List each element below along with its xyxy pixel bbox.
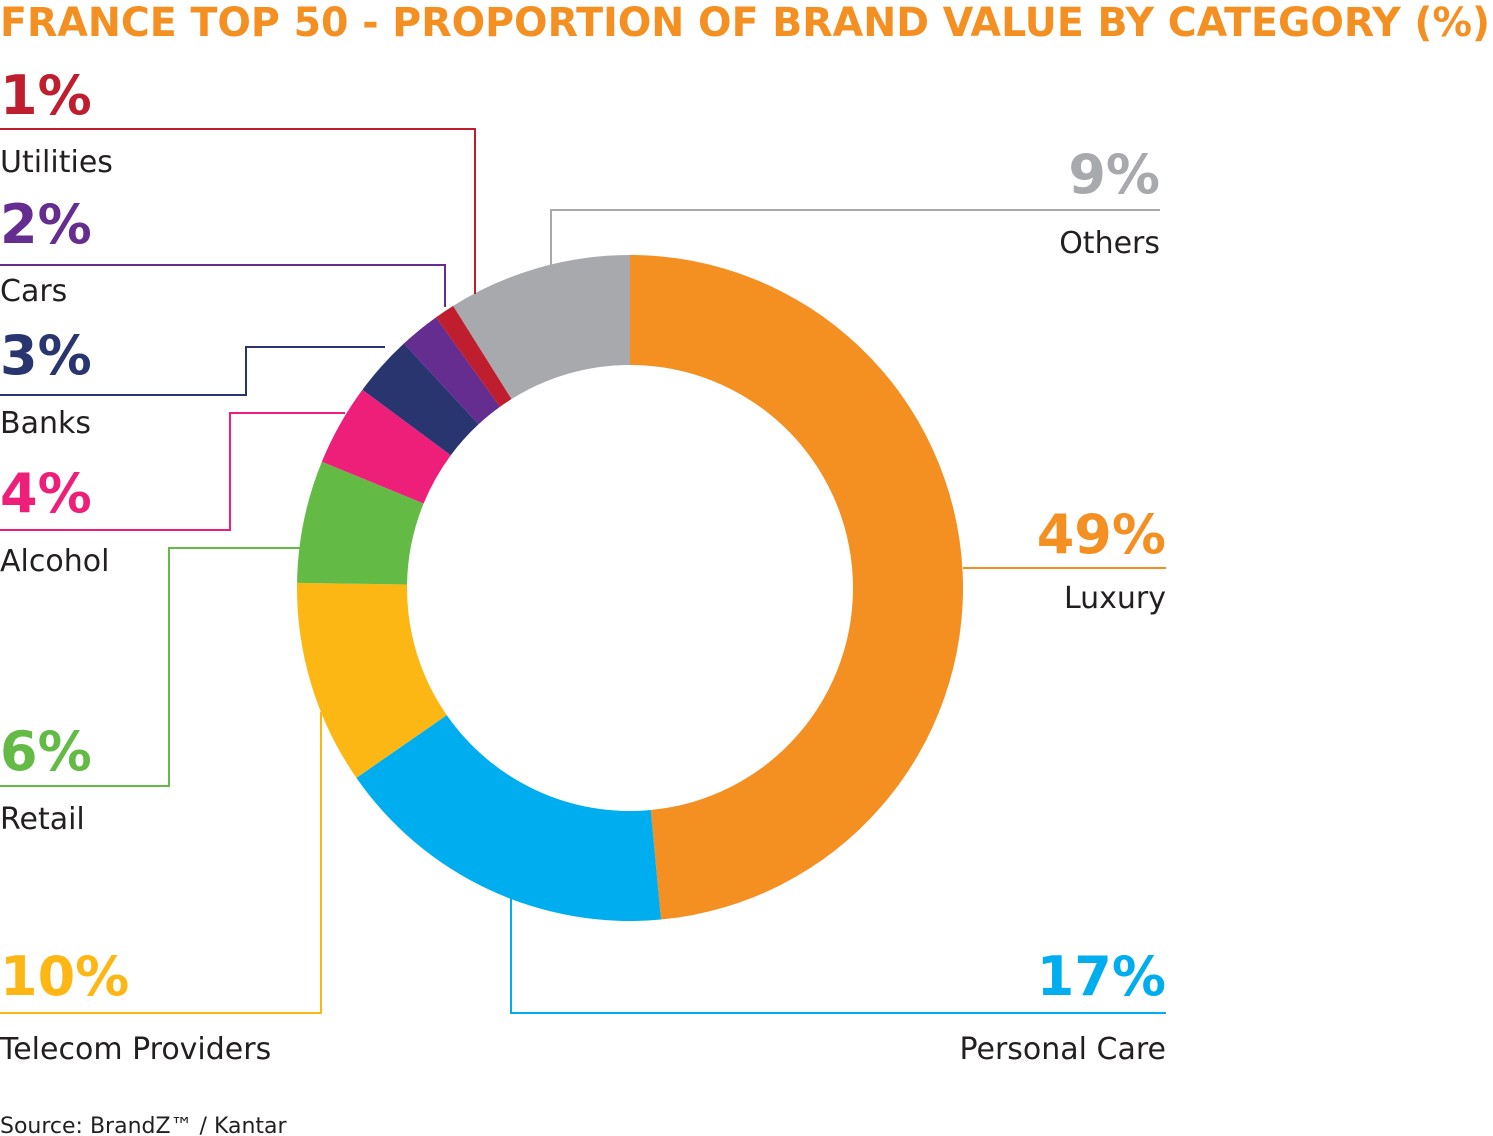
- pct-label-banks: 3%: [0, 324, 92, 387]
- slice-cars: [403, 317, 501, 425]
- category-label-telecom-providers: Telecom Providers: [0, 1032, 271, 1067]
- pct-label-personal-care: 17%: [1037, 945, 1166, 1008]
- leader-line-others: [550, 209, 1160, 266]
- slice-banks: [362, 343, 479, 456]
- chart-source: Source: BrandZ™ / Kantar: [0, 1114, 288, 1136]
- leader-line-alcohol: [0, 412, 345, 531]
- slice-utilities: [435, 305, 512, 407]
- category-label-others: Others: [1059, 226, 1160, 261]
- pct-label-alcohol: 4%: [0, 462, 92, 525]
- category-label-cars: Cars: [0, 274, 67, 309]
- leader-line-telecom-providers: [0, 712, 322, 1014]
- category-label-luxury: Luxury: [1064, 581, 1166, 616]
- leader-line-utilities: [0, 128, 476, 294]
- slice-personal-care: [356, 715, 662, 921]
- donut-slices: [297, 255, 963, 921]
- category-label-utilities: Utilities: [0, 145, 113, 180]
- leader-line-banks: [0, 346, 385, 396]
- slice-alcohol: [321, 389, 451, 504]
- category-label-alcohol: Alcohol: [0, 544, 109, 579]
- chart-title: FRANCE TOP 50 - PROPORTION OF BRAND VALU…: [0, 0, 1490, 46]
- leader-line-personal-care: [510, 898, 1166, 1014]
- slice-telecom-providers: [297, 582, 447, 778]
- pct-label-luxury: 49%: [1037, 503, 1166, 566]
- slice-labels: 49% Luxury 17% Personal Care 10% Telecom Prov…: [0, 64, 1166, 1067]
- pct-label-utilities: 1%: [0, 64, 92, 127]
- pct-label-cars: 2%: [0, 193, 92, 256]
- pct-label-others: 9%: [1068, 143, 1160, 206]
- category-label-personal-care: Personal Care: [959, 1032, 1166, 1067]
- slice-luxury: [630, 255, 963, 920]
- category-label-retail: Retail: [0, 802, 85, 837]
- slice-retail: [297, 461, 424, 585]
- slice-others: [453, 255, 630, 400]
- leader-lines: [0, 128, 1166, 1014]
- pct-label-retail: 6%: [0, 720, 92, 783]
- pct-label-telecom-providers: 10%: [0, 945, 129, 1008]
- category-label-banks: Banks: [0, 406, 91, 441]
- leader-line-cars: [0, 264, 446, 307]
- leader-line-retail: [0, 547, 300, 787]
